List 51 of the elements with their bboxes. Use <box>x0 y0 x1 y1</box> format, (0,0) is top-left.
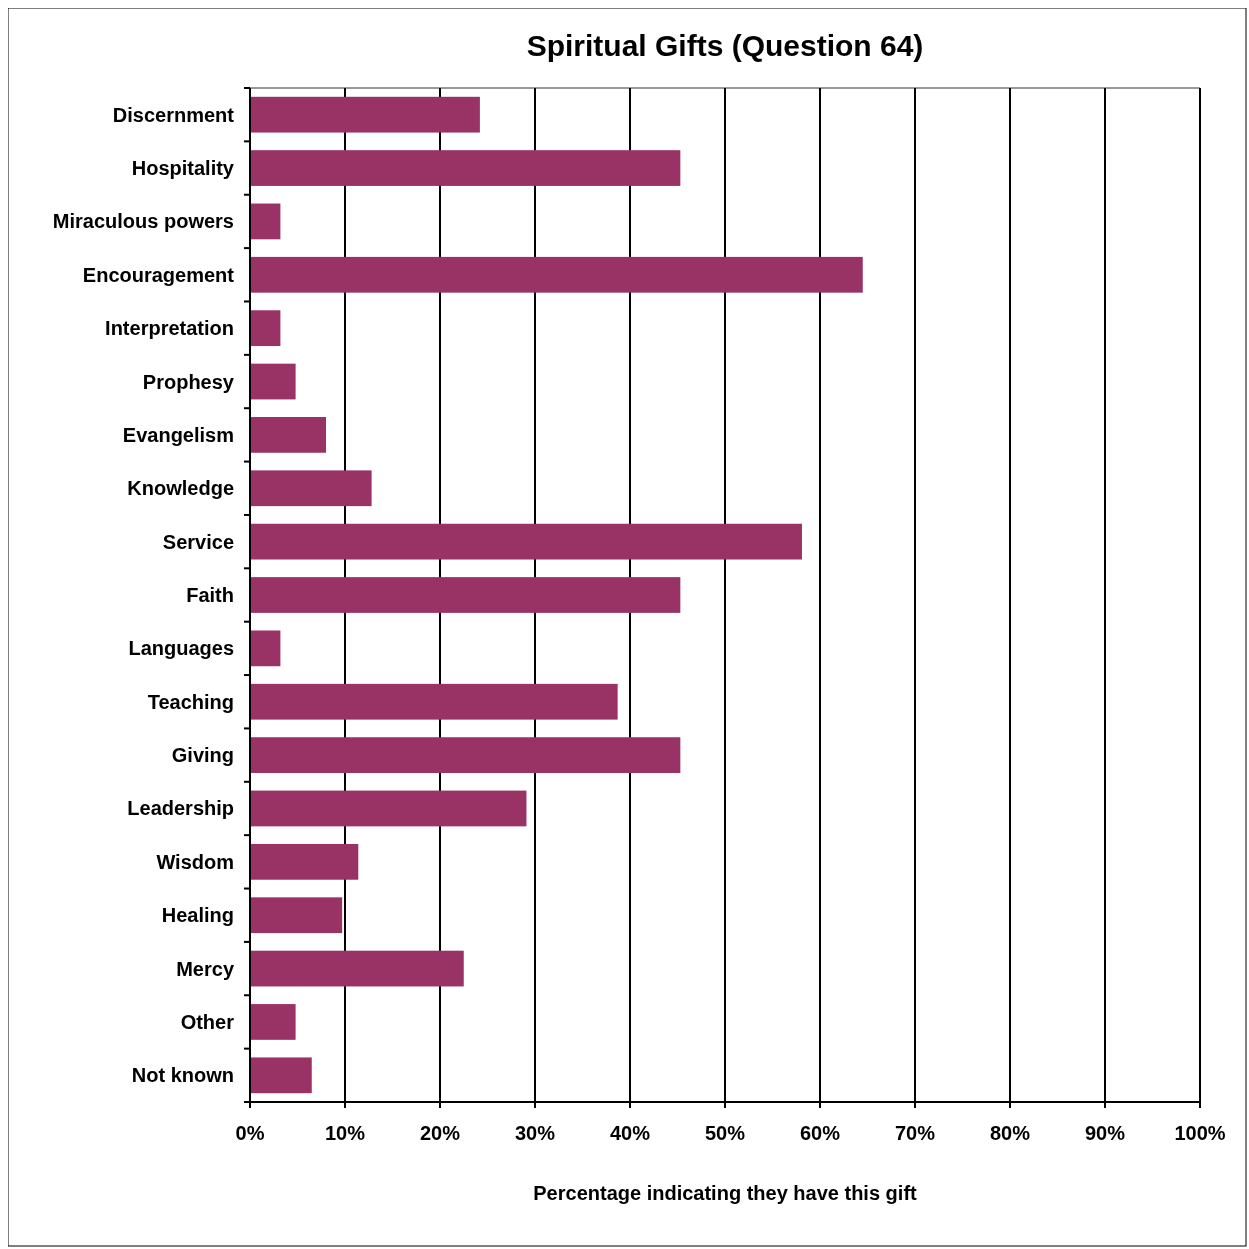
y-tick-label: Prophesy <box>142 370 235 393</box>
x-axis-title: Percentage indicating they have this gift <box>533 1182 918 1204</box>
chart-title: Spiritual Gifts (Question 64) <box>526 29 924 62</box>
x-tick-label: 50% <box>704 1122 746 1144</box>
x-tick-label: 0% <box>235 1122 265 1144</box>
y-tick-label: Not known <box>131 1064 234 1087</box>
y-tick-label: Healing <box>161 904 234 927</box>
y-tick-label: Interpretation <box>105 317 234 340</box>
bar <box>250 363 296 400</box>
bar <box>250 843 359 880</box>
x-tick-label: 40% <box>609 1122 651 1144</box>
y-tick-label: Languages <box>128 637 234 660</box>
y-tick-label: Evangelism <box>122 423 234 446</box>
bar <box>250 417 326 453</box>
y-tick-label: Wisdom <box>156 850 234 873</box>
y-tick-label: Faith <box>186 584 234 606</box>
bar <box>250 1057 312 1094</box>
y-tick-label: Knowledge <box>127 477 234 500</box>
x-tick-label: 80% <box>989 1122 1031 1144</box>
x-tick-label: 70% <box>894 1122 936 1144</box>
y-tick-label: Teaching <box>147 690 234 713</box>
bar <box>250 470 372 507</box>
bar <box>250 577 681 613</box>
x-tick-label: 100% <box>1174 1122 1226 1144</box>
y-tick-label: Leadership <box>127 797 234 820</box>
y-tick-label: Other <box>180 1010 235 1033</box>
bar <box>250 1004 296 1040</box>
y-tick-label: Miraculous powers <box>52 210 234 233</box>
y-tick-label: Hospitality <box>131 157 235 180</box>
y-tick-label: Giving <box>171 744 234 767</box>
x-tick-label: 20% <box>419 1122 461 1144</box>
bar <box>250 150 681 186</box>
bar <box>250 950 464 987</box>
bar <box>250 737 681 773</box>
bar <box>250 203 281 240</box>
bar <box>250 790 527 827</box>
bar <box>250 630 281 667</box>
bar <box>250 310 281 347</box>
bar <box>250 897 343 934</box>
bar <box>250 523 802 560</box>
bar <box>250 96 480 133</box>
x-tick-label: 90% <box>1084 1122 1126 1144</box>
y-tick-label: Encouragement <box>82 263 235 286</box>
y-tick-label: Mercy <box>176 957 235 980</box>
bar <box>250 683 618 720</box>
x-tick-label: 30% <box>514 1122 556 1144</box>
y-tick-label: Discernment <box>112 103 235 126</box>
bar <box>250 256 863 293</box>
x-tick-label: 10% <box>324 1122 366 1144</box>
x-tick-label: 60% <box>799 1122 841 1144</box>
y-tick-label: Service <box>162 530 234 553</box>
